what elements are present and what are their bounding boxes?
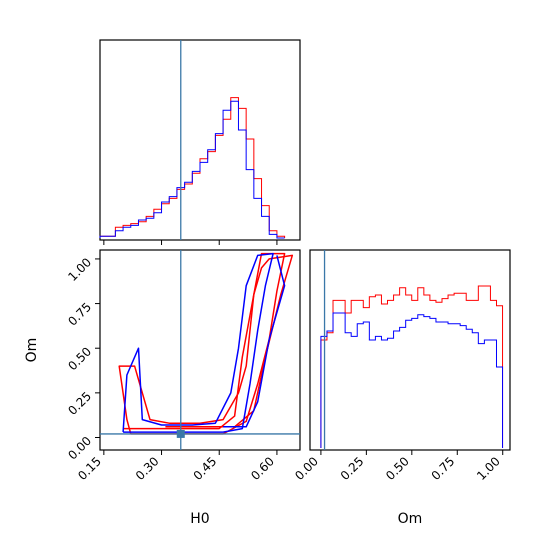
truth-marker: [176, 429, 185, 438]
y-tick-label-Om: 0.75: [65, 300, 94, 329]
x-tick-label-Om: 0.75: [429, 454, 458, 483]
contour-blue-level-0: [122, 252, 274, 433]
x-tick-label-Om: 0.50: [383, 454, 412, 483]
histogram-H0-panel: [99, 39, 301, 241]
y-tick-label-Om: 0.25: [65, 389, 94, 418]
y-tick-label-Om: 0.50: [65, 344, 94, 373]
histogram-Om-panel: [309, 249, 511, 451]
x-tick-label-H0: 0.15: [75, 454, 104, 483]
contour-blue-level-1: [223, 255, 286, 428]
x-tick-label-H0: 0.45: [191, 454, 220, 483]
histogram-H0-frame: [99, 39, 301, 241]
y-tick-label-Om: 1.00: [65, 255, 94, 284]
contour-H0-Om-panel: [99, 249, 301, 451]
x-tick-label-Om: 1.00: [474, 454, 503, 483]
x-tick-label-Om: 0.00: [292, 454, 321, 483]
x-tick-label-H0: 0.60: [248, 454, 277, 483]
contour-frame: [99, 249, 301, 451]
x-tick-label-H0: 0.30: [133, 454, 162, 483]
x-axis-label-Om: Om: [398, 511, 423, 527]
x-tick-label-Om: 0.25: [338, 454, 367, 483]
hist-Om-red-series: [320, 285, 504, 448]
histogram-Om-frame: [309, 249, 511, 451]
x-axis-label-H0: H0: [190, 511, 209, 527]
hist-H0-blue-series: [99, 100, 285, 239]
hist-Om-blue-series: [320, 312, 504, 448]
y-axis-label-Om: Om: [24, 338, 40, 363]
